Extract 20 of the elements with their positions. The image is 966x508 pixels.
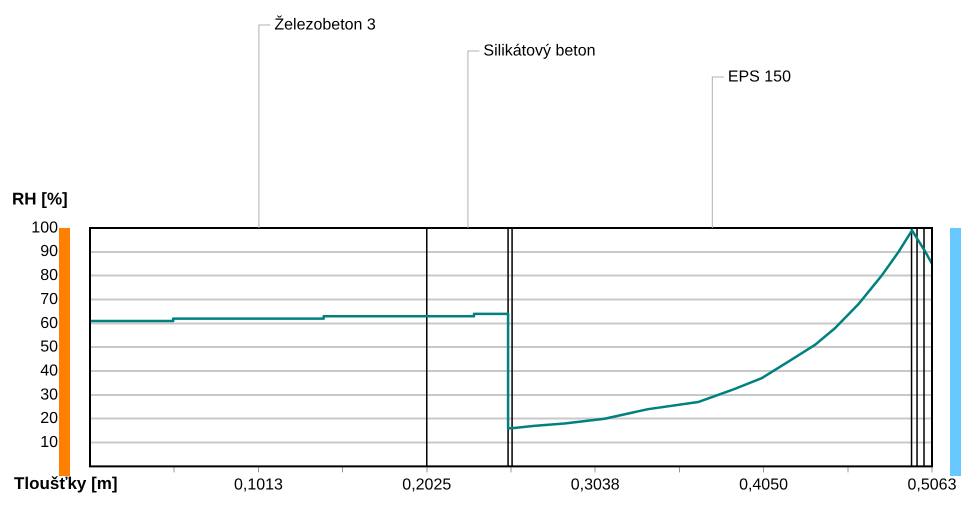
text: Železobeton 3 xyxy=(274,15,376,34)
x-tick-label: 0,1013 xyxy=(234,476,284,494)
y-tick-label: 90 xyxy=(40,243,58,260)
y-tick-label: 50 xyxy=(40,338,58,356)
y-tick-label: 60 xyxy=(40,314,58,332)
x-tick-label: 0,5063 xyxy=(908,476,957,494)
y-tick-label: 70 xyxy=(40,290,58,308)
y-tick-label: 40 xyxy=(40,362,58,380)
y-tick-label: 30 xyxy=(40,386,58,404)
x-tick-label: 0,4050 xyxy=(739,476,788,494)
y-tick-label: 10 xyxy=(40,434,58,451)
text: Silikátový beton xyxy=(483,42,596,60)
y-tick-label: 80 xyxy=(40,267,58,284)
y-axis-title: RH [%] xyxy=(12,190,68,209)
y-tick-label: 100 xyxy=(31,219,58,236)
x-tick-label: 0,2025 xyxy=(402,476,452,494)
text: EPS 150 xyxy=(728,68,792,86)
x-axis-title: Tloušťky [m] xyxy=(14,474,118,494)
x-tick-label: 0,3038 xyxy=(570,476,620,494)
y-tick-label: 20 xyxy=(40,410,58,428)
